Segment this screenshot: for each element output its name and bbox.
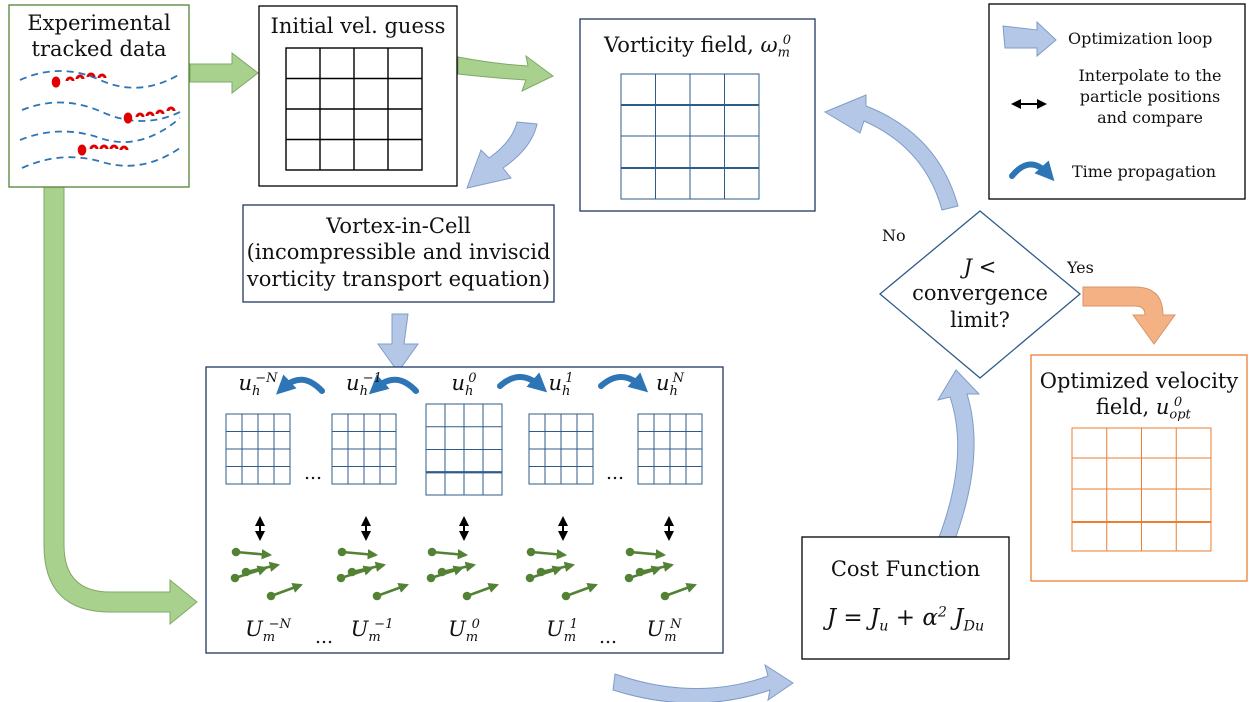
ellipsis: ...	[314, 626, 334, 648]
initial-guess-label: Initial vel. guess	[270, 14, 446, 38]
yes-label: Yes	[1067, 258, 1094, 277]
timestep-u-label: uh1	[548, 371, 574, 400]
timestep-u-label: uh0	[451, 371, 477, 400]
optimized-label: Optimized velocity field, uopt0	[1039, 369, 1239, 423]
vorticity-grid	[620, 73, 760, 200]
legend-curved-arrow-icon	[1009, 160, 1055, 182]
blue-arrow-to-vic	[466, 121, 538, 189]
ellipsis: ...	[598, 626, 618, 648]
timestep-U-label: UmN	[646, 617, 682, 646]
vorticity-box	[579, 18, 816, 212]
legend-interpolate-text: Interpolate to the particle positions an…	[1078, 66, 1222, 127]
no-label: No	[882, 226, 906, 245]
tracked-particles	[51, 72, 176, 156]
cost-equation: J = Ju + α2 JDu	[826, 604, 985, 635]
initial-guess-box	[258, 5, 458, 187]
decision-label: J < convergence limit?	[912, 255, 1048, 332]
particle-vectors	[230, 547, 697, 601]
initial-guess-grid	[285, 47, 423, 171]
timestep-U-label: Um−N	[245, 617, 291, 646]
optimized-grid	[1071, 427, 1212, 552]
legend-optimization-text: Optimization loop	[1068, 29, 1213, 48]
green-arrow-to-timeseries	[43, 186, 198, 626]
blue-arrow-to-decision	[936, 369, 981, 543]
blue-arrow-to-timeseries	[377, 313, 419, 373]
green-arrow-to-vorticity	[457, 54, 554, 92]
timestep-u-label: uh−N	[238, 371, 278, 400]
vic-label: Vortex-in-Cell (incompressible and invis…	[246, 214, 551, 291]
cost-box	[801, 536, 1010, 660]
decision-diamond	[878, 210, 1082, 379]
timestep-grids	[225, 403, 703, 496]
experimental-box	[8, 4, 190, 188]
timestep-u-label: uhN	[655, 371, 685, 400]
interpolate-arrows	[255, 516, 674, 541]
ellipsis: ...	[303, 462, 323, 484]
blue-arrow-to-cost	[612, 663, 794, 702]
timestep-U-label: Um1	[546, 617, 578, 646]
legend-time-text: Time propagation	[1072, 162, 1217, 181]
timestep-U-label: Um0	[448, 617, 480, 646]
vic-box	[242, 204, 555, 303]
vorticity-label: Vorticity field, ωm0	[603, 33, 792, 61]
legend-block-arrow-icon	[1002, 20, 1057, 58]
tracked-data-sketch	[19, 70, 181, 169]
experimental-label: Experimental tracked data	[27, 11, 171, 62]
blue-arrow-no-to-vorticity	[823, 94, 959, 211]
time-propagation-arrows	[276, 372, 649, 395]
timestep-U-label: Um−1	[350, 617, 394, 646]
cost-title: Cost Function	[830, 557, 981, 581]
green-arrow-to-guess	[189, 51, 259, 95]
ellipsis: ...	[605, 462, 625, 484]
orange-arrow-yes-to-optimized	[1082, 286, 1176, 345]
timestep-u-label: uh−1	[346, 371, 382, 400]
